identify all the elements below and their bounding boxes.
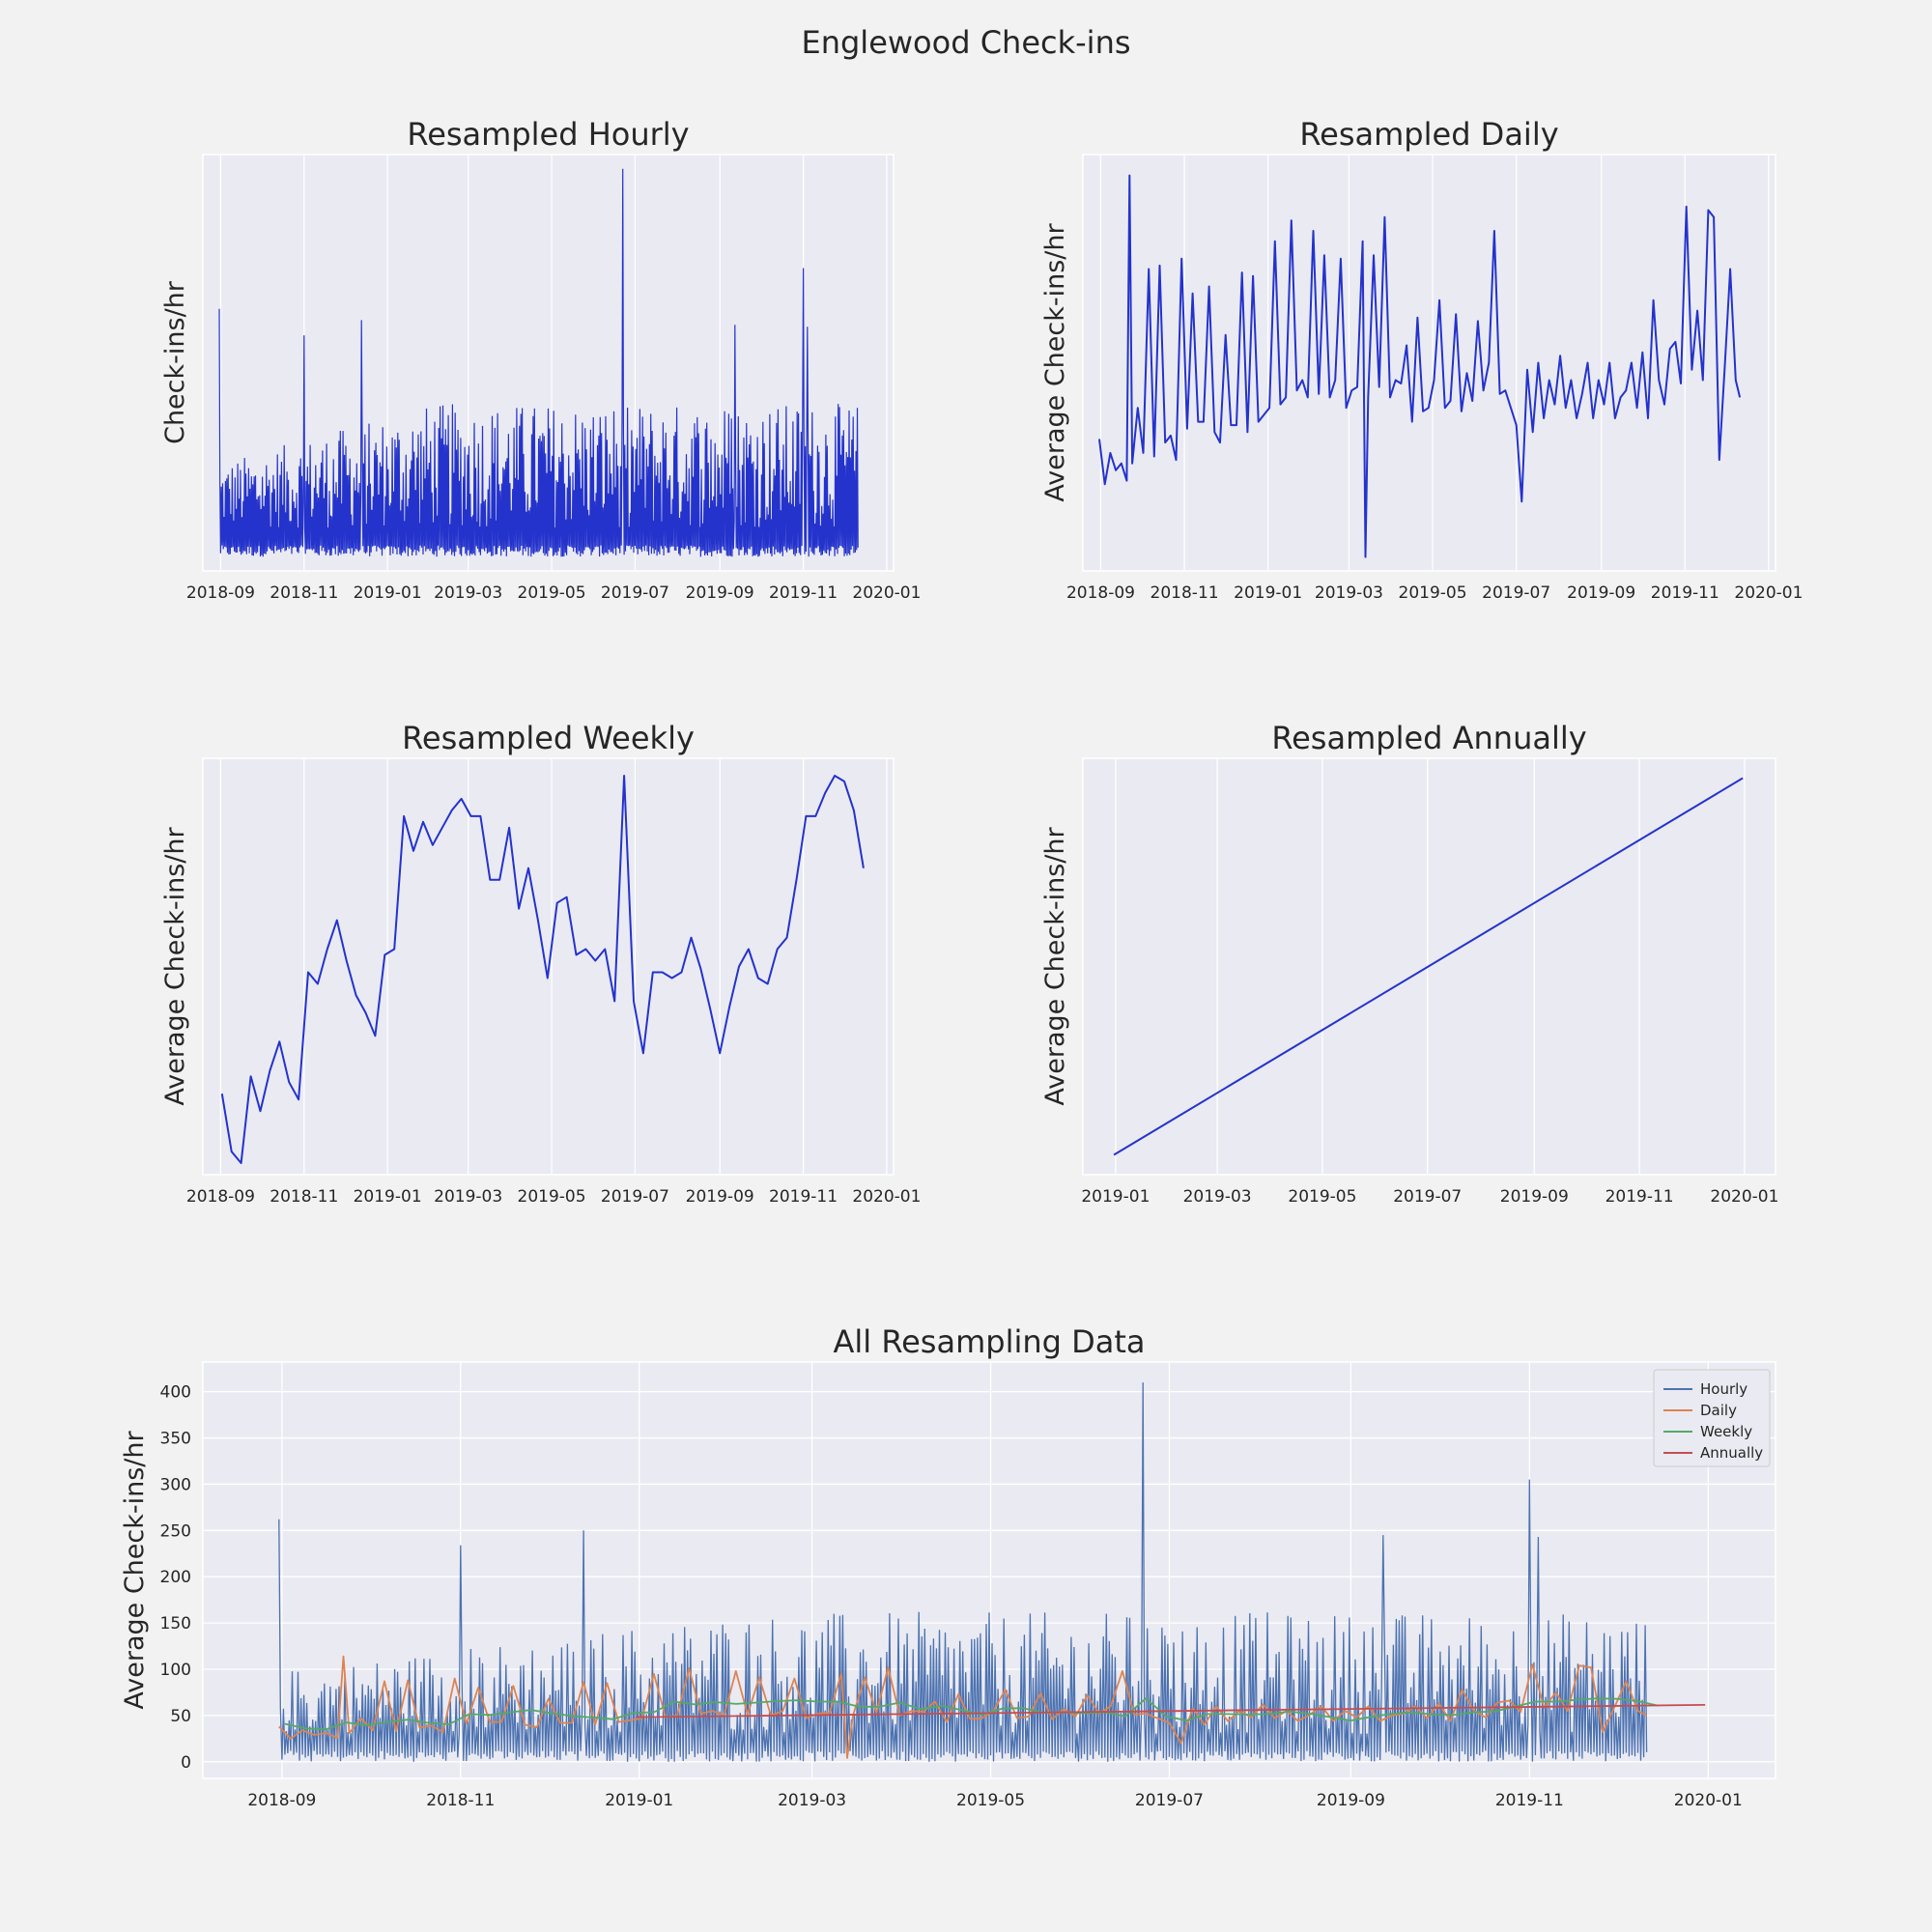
x-tick-label: 2019-01 (1081, 1187, 1150, 1207)
x-tick-label: 2020-01 (1734, 583, 1803, 603)
legend-label: Annually (1700, 1444, 1763, 1462)
x-tick-label: 2020-01 (852, 583, 921, 603)
x-tick-label: 2018-11 (270, 583, 338, 603)
x-tick-label: 2020-01 (1674, 1791, 1743, 1810)
weekly-series-line (220, 775, 865, 1164)
x-tick-label: 2019-11 (1495, 1791, 1564, 1810)
x-tick-label: 2019-07 (1393, 1187, 1462, 1207)
chart-title: Resampled Annually (1271, 720, 1586, 756)
axes-frame (1082, 154, 1776, 572)
y-tick-label: 0 (181, 1753, 191, 1773)
x-tick-label: 2019-01 (605, 1791, 673, 1810)
x-tick-label: 2019-07 (1482, 583, 1550, 603)
subplot-4: 2018-09 2018-11 2019-01 2019-03 2019-05 2019-… (120, 1323, 1776, 1810)
y-axis-label: Average Check-ins/hr (160, 826, 190, 1105)
x-tick-label: 2019-03 (1183, 1187, 1252, 1207)
x-tick-label: 2018-09 (186, 1187, 255, 1207)
x-tick-label: 2019-05 (1399, 583, 1467, 603)
chart-title: Resampled Daily (1299, 116, 1558, 153)
axes-frame (202, 1361, 1776, 1779)
y-axis-label: Check-ins/hr (160, 280, 190, 444)
x-tick-label: 2019-11 (769, 1187, 838, 1207)
x-tick-label: 2019-03 (1315, 583, 1383, 603)
figure-suptitle: Englewood Check-ins (801, 24, 1130, 61)
y-tick-label: 250 (160, 1521, 191, 1541)
y-axis-label: Average Check-ins/hr (1040, 826, 1070, 1105)
x-tick-label: 2018-09 (1066, 583, 1135, 603)
chart-title: Resampled Hourly (407, 116, 689, 153)
y-tick-label: 200 (160, 1568, 191, 1587)
chart-title: Resampled Weekly (402, 720, 695, 756)
x-tick-label: 2019-09 (1500, 1187, 1569, 1207)
y-tick-label: 400 (160, 1383, 191, 1403)
x-tick-label: 2019-03 (434, 583, 502, 603)
x-tick-label: 2019-05 (518, 583, 586, 603)
x-tick-label: 2019-11 (1651, 583, 1719, 603)
legend-box (1653, 1369, 1771, 1467)
legend-label: Daily (1700, 1402, 1737, 1419)
x-tick-label: 2019-09 (1567, 583, 1635, 603)
subplot-2: 2018-09 2018-11 2019-01 2019-03 2019-05 2019-… (160, 720, 921, 1207)
legend: Hourly Daily Weekly Annually (1653, 1369, 1771, 1467)
x-tick-label: 2019-03 (434, 1187, 502, 1207)
subplot-1: 2018-09 2018-11 2019-01 2019-03 2019-05 2019-… (1040, 116, 1803, 603)
x-tick-label: 2020-01 (852, 1187, 921, 1207)
x-tick-label: 2018-11 (426, 1791, 495, 1810)
x-tick-label: 2019-05 (1288, 1187, 1356, 1207)
y-tick-label: 150 (160, 1614, 191, 1634)
y-tick-label: 100 (160, 1661, 191, 1680)
x-tick-label: 2018-09 (186, 583, 255, 603)
y-axis-label: Average Check-ins/hr (120, 1430, 150, 1709)
subplot-0: 2018-09 2018-11 2019-01 2019-03 2019-05 2019-… (160, 116, 921, 603)
hourly-series-line (218, 168, 859, 557)
axes-frame (202, 757, 895, 1176)
x-tick-label: 2019-07 (601, 1187, 669, 1207)
legend-label: Weekly (1700, 1423, 1752, 1440)
x-tick-label: 2019-09 (686, 583, 754, 603)
y-axis-label: Average Check-ins/hr (1040, 222, 1070, 501)
plot-area (1083, 155, 1776, 571)
x-tick-label: 2018-09 (247, 1791, 316, 1810)
x-tick-label: 2019-09 (686, 1187, 754, 1207)
y-tick-label: 350 (160, 1430, 191, 1449)
x-tick-label: 2019-05 (956, 1791, 1025, 1810)
y-tick-label: 50 (170, 1707, 191, 1726)
axes-frame (1082, 757, 1776, 1176)
x-tick-label: 2020-01 (1710, 1187, 1778, 1207)
axes-frame (202, 154, 895, 572)
x-tick-label: 2019-11 (769, 583, 838, 603)
combined-annual-line (636, 1704, 1706, 1719)
x-tick-label: 2019-09 (1317, 1791, 1385, 1810)
x-tick-label: 2019-01 (354, 583, 422, 603)
x-tick-label: 2019-03 (778, 1791, 846, 1810)
x-tick-label: 2019-07 (601, 583, 669, 603)
combined-weekly-line (284, 1697, 1659, 1731)
x-tick-label: 2018-11 (270, 1187, 338, 1207)
x-tick-label: 2019-11 (1605, 1187, 1674, 1207)
legend-label: Hourly (1700, 1380, 1747, 1398)
x-tick-label: 2018-11 (1151, 583, 1219, 603)
daily-series-line (1098, 174, 1742, 558)
chart-title: All Resampling Data (833, 1323, 1145, 1360)
annual-series-line (1113, 777, 1744, 1156)
combined-hourly-line (278, 1382, 1648, 1762)
x-tick-label: 2019-01 (354, 1187, 422, 1207)
x-tick-label: 2019-01 (1234, 583, 1302, 603)
x-tick-label: 2019-07 (1135, 1791, 1204, 1810)
y-tick-label: 300 (160, 1475, 191, 1494)
x-tick-label: 2019-05 (518, 1187, 586, 1207)
subplot-3: 2019-01 2019-03 2019-05 2019-07 2019-09 2019-… (1040, 720, 1778, 1207)
